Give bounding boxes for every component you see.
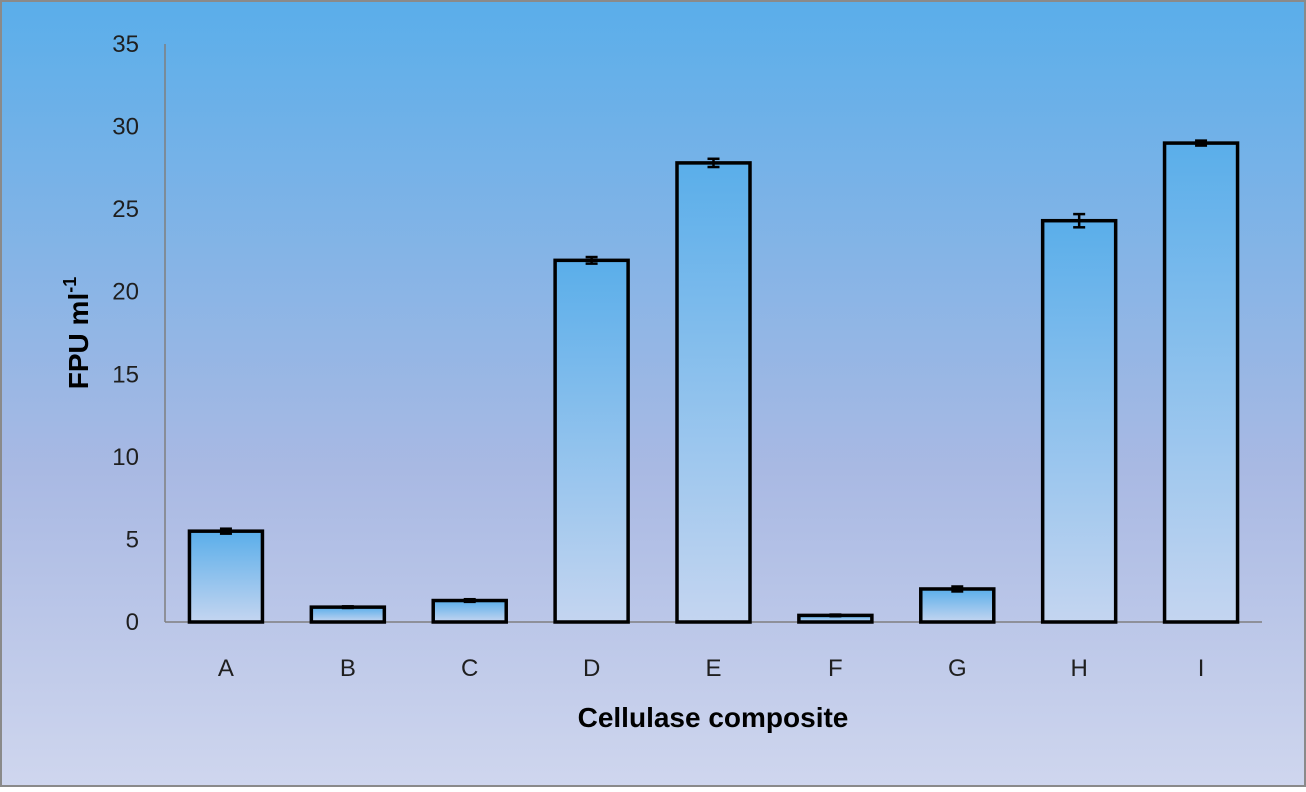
bar-a xyxy=(187,529,265,624)
x-tick-labels: A B C D E F G H I xyxy=(218,655,1204,682)
x-axis-title: Cellulase composite xyxy=(578,702,849,733)
y-tick-label: 0 xyxy=(126,609,139,636)
x-tick-label: D xyxy=(583,655,600,682)
bar-d xyxy=(553,258,630,624)
bar-e xyxy=(675,161,752,624)
y-tick-label: 15 xyxy=(112,361,139,388)
bar-g xyxy=(919,587,996,624)
error-bar-d xyxy=(585,255,598,265)
bar-b xyxy=(309,605,387,624)
y-axis-title-superscript: -1 xyxy=(60,277,80,293)
x-tick-label: G xyxy=(948,655,967,682)
y-tick-labels: 0 5 10 15 20 25 30 35 xyxy=(112,31,139,636)
x-tick-label: A xyxy=(218,655,234,682)
error-bars xyxy=(219,139,1208,618)
bar-c xyxy=(431,598,508,624)
x-tick-label: I xyxy=(1198,655,1205,682)
error-bar-g xyxy=(951,585,964,593)
error-bar-e xyxy=(707,157,720,169)
x-tick-label: B xyxy=(340,655,356,682)
x-tick-label: E xyxy=(705,655,721,682)
error-bar-i xyxy=(1195,139,1208,147)
y-tick-label: 30 xyxy=(112,114,139,141)
y-tick-label: 35 xyxy=(112,31,139,58)
y-tick-label: 20 xyxy=(112,279,139,306)
error-bar-b xyxy=(341,605,354,610)
error-bar-a xyxy=(219,527,232,535)
y-axis-title-main: FPU ml xyxy=(63,293,94,389)
error-bar-f xyxy=(829,613,842,618)
error-bar-h xyxy=(1073,212,1086,229)
y-tick-label: 5 xyxy=(126,526,139,553)
x-tick-label: F xyxy=(828,655,843,682)
bar-h xyxy=(1040,218,1118,624)
x-tick-label: H xyxy=(1070,655,1087,682)
x-tick-label: C xyxy=(461,655,478,682)
y-axis: 0 5 10 15 20 25 30 35 xyxy=(112,31,166,636)
y-tick-label: 25 xyxy=(112,196,139,223)
error-bar-c xyxy=(463,597,476,604)
bar-i xyxy=(1162,141,1240,624)
y-axis-title: FPU ml-1 xyxy=(60,277,94,389)
y-tick-label: 10 xyxy=(112,444,139,471)
